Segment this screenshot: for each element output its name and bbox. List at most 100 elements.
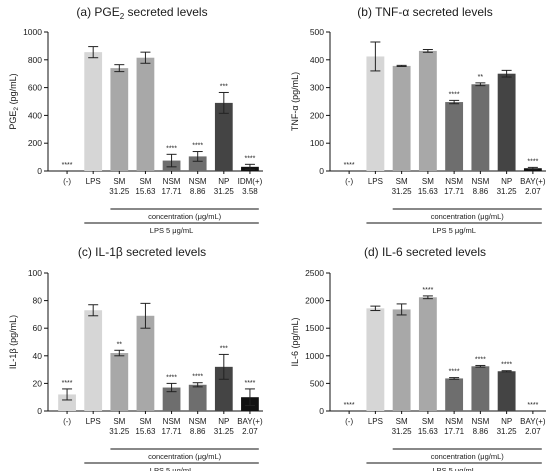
x-tick-label: 31.25 <box>109 187 130 196</box>
significance-label: **** <box>344 162 355 169</box>
significance-label: **** <box>422 287 433 294</box>
concentration-label: concentration (μg/mL) <box>148 452 222 461</box>
significance-label: **** <box>527 402 538 409</box>
y-tick-label: 100 <box>28 268 42 278</box>
significance-label: **** <box>344 402 355 409</box>
x-tick-label: LPS <box>86 417 101 426</box>
y-tick-label: 0 <box>37 166 42 176</box>
y-axis-label: IL-6 (pg/mL) <box>290 317 300 366</box>
x-tick-label: (-) <box>345 417 353 426</box>
x-tick-label: 31.25 <box>392 427 413 436</box>
bar-4 <box>136 57 155 172</box>
lps-label: LPS 5 μg/mL <box>150 466 194 471</box>
x-tick-label: NSM <box>163 417 181 426</box>
significance-label: **** <box>527 158 538 165</box>
y-tick-label: 500 <box>310 27 324 37</box>
bar-7 <box>497 371 516 411</box>
x-tick-label: SM <box>422 177 434 186</box>
y-axis-label: TNF-α (pg/mL) <box>290 72 300 131</box>
x-tick-label: 2.07 <box>525 187 541 196</box>
y-tick-label: 2500 <box>305 268 324 278</box>
x-tick-label: 2.07 <box>242 427 258 436</box>
chart-panel-1: (a) PGE2 secreted levels PGE2 (pg/mL) 0 200… <box>8 5 263 235</box>
bar-6 <box>471 366 490 411</box>
y-tick-label: 600 <box>28 83 42 93</box>
lps-label: LPS 5 μg/mL <box>150 226 194 235</box>
x-tick-label: SM <box>396 177 408 186</box>
significance-label: **** <box>192 374 203 381</box>
significance-label: **** <box>166 374 177 381</box>
y-tick-label: 1000 <box>305 351 324 361</box>
x-tick-label: NSM <box>189 417 207 426</box>
x-tick-label: 31.25 <box>392 187 413 196</box>
x-tick-label: LPS <box>368 177 383 186</box>
significance-label: ** <box>478 74 484 81</box>
chart-panel-3: (c) IL-1β secreted levels IL-1β (pg/mL) 0 2… <box>8 245 263 471</box>
x-tick-label: NSM <box>445 177 463 186</box>
bar-2 <box>366 56 385 171</box>
bar-5 <box>162 387 181 411</box>
y-tick-label: 100 <box>310 138 324 148</box>
x-tick-label: IDM(+) <box>238 177 263 186</box>
concentration-label: concentration (μg/mL) <box>431 452 505 461</box>
significance-label: **** <box>244 380 255 387</box>
y-tick-label: 200 <box>28 138 42 148</box>
y-tick-label: 0 <box>319 166 324 176</box>
bar-2 <box>84 52 103 171</box>
x-tick-label: 17.71 <box>444 187 465 196</box>
x-tick-label: SM <box>139 417 151 426</box>
x-tick-label: NP <box>501 417 512 426</box>
x-tick-label: SM <box>113 417 125 426</box>
x-tick-label: 31.25 <box>214 187 235 196</box>
x-tick-label: NSM <box>471 177 489 186</box>
bar-6 <box>188 384 207 411</box>
x-tick-label: BAY(+) <box>520 177 546 186</box>
x-tick-label: NP <box>218 417 229 426</box>
significance-label: **** <box>501 362 512 369</box>
x-tick-label: (-) <box>345 177 353 186</box>
x-tick-label: 8.86 <box>473 187 489 196</box>
bar-6 <box>188 156 207 171</box>
significance-label: **** <box>449 91 460 98</box>
significance-label: **** <box>192 143 203 150</box>
significance-label: *** <box>220 83 228 90</box>
chart-title: (d) IL-6 secreted levels <box>364 245 486 259</box>
bar-5 <box>445 378 464 411</box>
bar-3 <box>110 68 129 171</box>
chart-panel-2: (b) TNF-α secreted levels TNF-α (pg/mL) 0 1… <box>290 5 546 235</box>
bar-3 <box>392 309 411 411</box>
x-tick-label: LPS <box>368 417 383 426</box>
y-tick-label: 40 <box>33 351 43 361</box>
x-tick-label: 3.58 <box>242 187 258 196</box>
x-tick-label: LPS <box>86 177 101 186</box>
significance-label: **** <box>62 162 73 169</box>
bar-8 <box>523 168 542 171</box>
x-tick-label: BAY(+) <box>520 417 546 426</box>
x-tick-label: 31.25 <box>497 427 518 436</box>
x-tick-label: SM <box>139 177 151 186</box>
x-tick-label: 17.71 <box>162 187 183 196</box>
y-tick-label: 400 <box>310 55 324 65</box>
x-tick-label: NSM <box>471 417 489 426</box>
y-tick-label: 80 <box>33 296 43 306</box>
y-tick-label: 300 <box>310 83 324 93</box>
y-axis-label: PGE2 (pg/mL) <box>8 73 20 129</box>
x-tick-label: 15.63 <box>418 427 439 436</box>
bar-7 <box>497 73 516 171</box>
x-tick-label: 8.86 <box>190 187 206 196</box>
x-tick-label: SM <box>422 417 434 426</box>
chart-title: (a) PGE2 secreted levels <box>76 5 207 21</box>
y-tick-label: 2000 <box>305 296 324 306</box>
x-tick-label: 17.71 <box>444 427 465 436</box>
x-tick-label: 2.07 <box>525 427 541 436</box>
x-tick-label: 8.86 <box>190 427 206 436</box>
significance-label: **** <box>449 369 460 376</box>
x-tick-label: 8.86 <box>473 427 489 436</box>
x-tick-label: SM <box>113 177 125 186</box>
x-tick-label: BAY(+) <box>237 417 263 426</box>
significance-label: **** <box>166 145 177 152</box>
y-tick-label: 200 <box>310 110 324 120</box>
significance-label: ** <box>117 341 123 348</box>
concentration-label: concentration (μg/mL) <box>431 212 505 221</box>
x-tick-label: 31.25 <box>214 427 235 436</box>
